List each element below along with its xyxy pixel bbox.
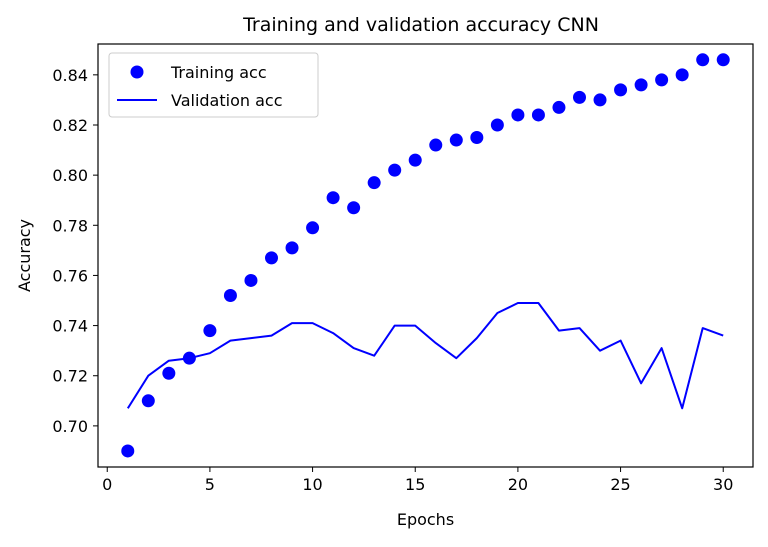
training-acc-point: [470, 131, 484, 145]
validation-acc-line: [126, 302, 724, 410]
training-acc-point: [511, 108, 525, 122]
training-acc-point: [531, 108, 545, 122]
x-tick-label: 0: [102, 475, 112, 494]
training-acc-point: [347, 201, 361, 215]
training-acc-point: [326, 191, 340, 205]
plot-series: [121, 53, 730, 458]
training-acc-point: [162, 366, 176, 380]
training-acc-point: [182, 351, 196, 365]
x-axis-label: Epochs: [397, 510, 454, 529]
legend-label-training-acc: Training acc: [170, 63, 267, 82]
training-acc-point: [429, 138, 443, 152]
training-acc-point: [634, 78, 648, 92]
training-acc-point: [572, 90, 586, 104]
y-tick-label: 0.84: [52, 66, 88, 85]
y-tick-label: 0.72: [52, 367, 88, 386]
legend-label-validation-acc: Validation acc: [171, 91, 283, 110]
x-tick-label: 10: [302, 475, 322, 494]
training-acc-point: [449, 133, 463, 147]
training-acc-point: [716, 53, 730, 67]
x-tick-label: 5: [205, 475, 215, 494]
training-acc-point: [244, 273, 258, 287]
y-axis-ticks: 0.70 0.72 0.74 0.76 0.78 0.80 0.82 0.84: [52, 66, 98, 436]
training-acc-point: [614, 83, 628, 97]
plot-frame: [97, 43, 754, 468]
y-tick-label: 0.80: [52, 166, 88, 185]
training-acc-point: [121, 444, 135, 458]
x-tick-label: 15: [405, 475, 425, 494]
chart-title: Training and validation accuracy CNN: [242, 14, 599, 36]
training-acc-point: [367, 176, 381, 190]
training-acc-point: [696, 53, 710, 67]
training-acc-point: [408, 153, 422, 167]
training-acc-point: [655, 73, 669, 87]
x-tick-label: 25: [610, 475, 630, 494]
y-tick-label: 0.70: [52, 417, 88, 436]
y-axis-label: Accuracy: [15, 219, 34, 292]
training-acc-point: [388, 163, 402, 177]
training-acc-point: [306, 221, 320, 235]
x-tick-label: 20: [508, 475, 528, 494]
training-acc-point: [285, 241, 299, 255]
training-acc-point: [593, 93, 607, 107]
legend: Training acc Validation acc: [108, 52, 319, 118]
training-acc-point: [490, 118, 504, 132]
y-tick-label: 0.82: [52, 116, 88, 135]
y-tick-label: 0.74: [52, 317, 88, 336]
y-tick-label: 0.76: [52, 266, 88, 285]
training-acc-point: [223, 288, 237, 302]
training-acc-point: [203, 324, 217, 338]
training-acc-point: [265, 251, 279, 265]
training-acc-point: [675, 68, 689, 82]
x-tick-label: 30: [713, 475, 733, 494]
legend-marker-training-acc: [130, 65, 144, 79]
y-tick-label: 0.78: [52, 216, 88, 235]
training-acc-point: [141, 394, 155, 408]
legend-box: [108, 52, 319, 118]
training-acc-point: [552, 100, 566, 114]
x-axis-ticks: 0 5 10 15 20 25 30: [102, 467, 733, 494]
